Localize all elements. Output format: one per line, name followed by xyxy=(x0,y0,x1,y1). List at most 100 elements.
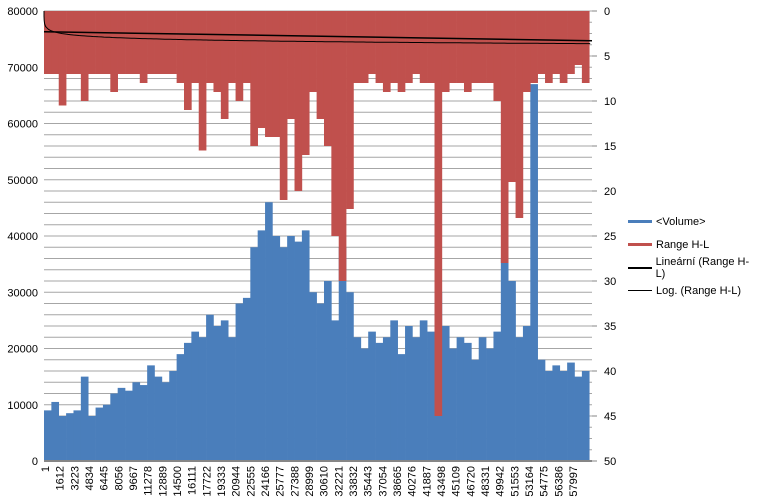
volume-bar xyxy=(257,230,266,461)
volume-bar xyxy=(567,362,575,461)
y-right-tick-label: 20 xyxy=(604,186,616,198)
range-bar xyxy=(88,11,96,74)
range-bar xyxy=(257,11,266,128)
range-bar xyxy=(154,11,163,74)
volume-bar xyxy=(397,354,406,461)
volume-bar xyxy=(206,314,214,461)
x-tick-label: 43498 xyxy=(436,466,448,497)
volume-bar xyxy=(338,247,347,461)
volume-bar xyxy=(331,320,340,461)
y-right-tick-label: 45 xyxy=(604,411,616,423)
y-right-tick-label: 10 xyxy=(604,96,616,108)
range-bar xyxy=(375,11,384,83)
range-bar xyxy=(169,11,177,74)
volume-bar xyxy=(228,337,236,461)
volume-bar xyxy=(58,416,67,461)
x-tick-label: 49942 xyxy=(495,466,507,497)
volume-bar xyxy=(117,387,126,461)
range-bar xyxy=(110,11,118,92)
volume-bar xyxy=(169,371,177,461)
range-bar xyxy=(66,11,74,74)
volume-bar xyxy=(80,376,89,461)
range-bar xyxy=(44,11,52,74)
x-tick-label: 9667 xyxy=(128,466,140,490)
range-bar xyxy=(294,11,303,191)
y-left-tick-label: 40000 xyxy=(7,231,38,243)
y-left-tick-label: 60000 xyxy=(7,119,38,131)
x-tick-label: 35443 xyxy=(363,466,375,497)
volume-bar xyxy=(265,202,273,461)
y-right-tick-label: 5 xyxy=(604,51,610,63)
range-bar xyxy=(272,11,281,137)
range-bar xyxy=(434,11,443,416)
y-right-tick-label: 0 xyxy=(604,6,610,18)
y-left-tick-label: 70000 xyxy=(7,62,38,74)
x-tick-label: 17722 xyxy=(201,466,213,497)
x-tick-label: 41887 xyxy=(421,466,433,497)
volume-bar xyxy=(360,348,369,461)
volume-bar xyxy=(449,348,457,461)
y-left-tick-label: 50000 xyxy=(7,175,38,187)
range-bar xyxy=(250,11,258,146)
x-tick-label: 19333 xyxy=(216,466,228,497)
range-bar xyxy=(279,11,288,200)
volume-bar xyxy=(382,337,391,461)
volume-bar xyxy=(412,337,421,461)
x-tick-label: 32221 xyxy=(333,466,345,497)
volume-bar xyxy=(559,371,568,461)
volume-bar xyxy=(309,292,317,461)
range-bar xyxy=(139,11,148,83)
volume-bar xyxy=(537,359,546,461)
range-bar xyxy=(125,11,133,74)
range-bar xyxy=(456,11,465,83)
x-tick-label: 28999 xyxy=(304,466,316,497)
volume-bar xyxy=(508,281,516,461)
volume-bar xyxy=(456,337,465,461)
volume-bar xyxy=(272,236,281,461)
range-bar xyxy=(500,11,509,263)
range-bar xyxy=(316,11,325,119)
range-bar xyxy=(522,11,531,92)
range-bar xyxy=(309,11,317,92)
x-tick-label: 40276 xyxy=(407,466,419,497)
x-tick-label: 37054 xyxy=(377,466,389,497)
y-left-tick-label: 20000 xyxy=(7,344,38,356)
volume-bar xyxy=(478,337,487,461)
volume-bar xyxy=(183,342,192,461)
volume-bar xyxy=(51,401,60,461)
volume-bar xyxy=(88,416,96,461)
x-tick-label: 57997 xyxy=(568,466,580,497)
range-bar xyxy=(161,11,170,74)
volume-bar xyxy=(147,365,155,461)
volume-bar xyxy=(515,337,524,461)
volume-bar xyxy=(132,382,141,461)
x-tick-label: 48331 xyxy=(480,466,492,497)
legend-label: Range H-L xyxy=(656,238,710,251)
x-tick-label: 4834 xyxy=(84,466,96,490)
range-bar xyxy=(147,11,155,74)
range-bar xyxy=(537,11,546,74)
volume-bar xyxy=(242,297,251,461)
range-bar xyxy=(471,11,480,83)
x-tick-label: 25777 xyxy=(275,466,287,497)
volume-bar xyxy=(176,354,185,461)
x-tick-label: 38665 xyxy=(392,466,404,497)
range-bar xyxy=(80,11,89,101)
range-bar xyxy=(51,11,60,74)
volume-bar xyxy=(530,84,538,461)
y-left-tick-label: 10000 xyxy=(7,400,38,412)
range-bar xyxy=(382,11,391,92)
legend-label: Log. (Range H-L) xyxy=(656,284,741,297)
x-tick-label: 30610 xyxy=(319,466,331,497)
range-bar xyxy=(183,11,192,110)
range-bar xyxy=(530,11,538,83)
volume-bar xyxy=(287,236,295,461)
range-bar xyxy=(552,11,561,74)
legend-log: Log. (Range H-L) xyxy=(628,279,757,302)
range-bar xyxy=(132,11,141,74)
range-bar xyxy=(390,11,398,83)
legend-volume: <Volume> xyxy=(628,210,757,233)
volume-bar xyxy=(235,303,244,461)
x-tick-label: 16111 xyxy=(187,466,199,495)
volume-bar xyxy=(405,326,413,461)
